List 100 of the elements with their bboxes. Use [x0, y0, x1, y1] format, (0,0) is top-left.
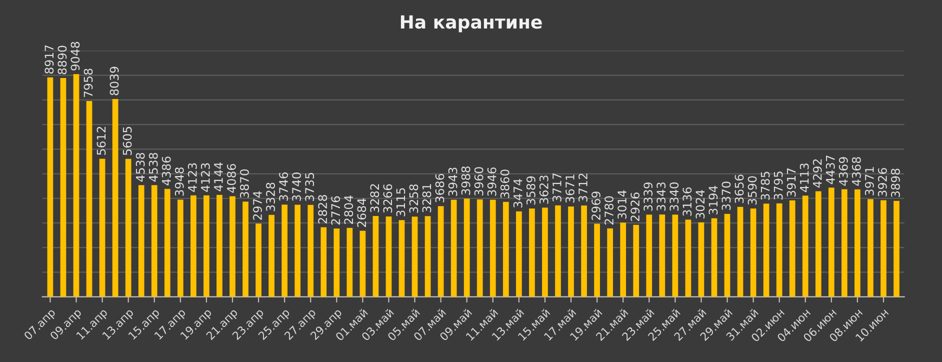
- bar: [594, 224, 600, 297]
- data-label: 4292: [812, 159, 822, 188]
- data-label: 3971: [864, 167, 874, 196]
- bar: [294, 204, 301, 297]
- bar: [86, 100, 92, 297]
- data-label: 8890: [58, 46, 67, 74]
- data-label: 4368: [852, 157, 861, 186]
- data-label: 3686: [435, 174, 444, 202]
- bar: [99, 158, 106, 297]
- data-label: 3988: [461, 166, 470, 195]
- bar: [424, 216, 431, 297]
- data-label: 3258: [409, 184, 418, 213]
- data-label: 2969: [592, 192, 600, 220]
- data-label: 3623: [539, 176, 548, 204]
- bar: [177, 200, 184, 297]
- bar: [868, 199, 874, 297]
- data-label: 2804: [344, 195, 354, 224]
- bar: [750, 208, 756, 297]
- bar: [204, 195, 210, 297]
- bar: [516, 211, 522, 297]
- bar: [47, 77, 54, 297]
- data-label: 3948: [174, 167, 184, 196]
- bar: [854, 189, 860, 297]
- data-label: 2684: [357, 198, 366, 227]
- data-label: 3746: [279, 172, 288, 201]
- bar: [646, 214, 652, 297]
- data-label: 2974: [253, 191, 262, 220]
- data-label: 3960: [474, 167, 484, 196]
- bar: [763, 204, 770, 297]
- data-label: 3281: [422, 184, 432, 212]
- bar: [282, 204, 288, 297]
- bar: [386, 216, 392, 297]
- data-label: 4437: [826, 156, 835, 184]
- data-label: 4113: [800, 164, 809, 192]
- data-label: 3785: [760, 172, 770, 200]
- bar: [242, 202, 248, 297]
- bar: [568, 206, 574, 297]
- data-label: 3340: [670, 182, 679, 211]
- data-label: 3860: [500, 170, 510, 198]
- bar: [620, 222, 626, 297]
- bar: [73, 74, 80, 297]
- data-label: 8039: [110, 66, 119, 96]
- data-label: 5605: [122, 126, 132, 155]
- bar: [151, 185, 158, 297]
- bar: [555, 205, 561, 297]
- data-label: 4123: [200, 163, 210, 192]
- bar: [724, 214, 730, 297]
- bar: [190, 195, 196, 297]
- bar: [490, 200, 496, 297]
- data-label: 3194: [708, 186, 718, 214]
- bar: [360, 230, 366, 297]
- data-label: 3870: [240, 169, 249, 198]
- bar: [529, 208, 535, 297]
- data-label: 4123: [188, 163, 197, 192]
- data-label: 4086: [226, 164, 236, 193]
- data-label: 3328: [266, 182, 275, 212]
- data-label: 3926: [878, 168, 887, 196]
- data-label: 5612: [96, 126, 106, 155]
- data-label: 2926: [630, 192, 640, 221]
- data-label: 3671: [566, 174, 574, 203]
- bar: [789, 200, 796, 297]
- bar: [60, 78, 66, 297]
- data-label: 4538: [136, 152, 145, 182]
- data-label: 3589: [526, 176, 536, 205]
- bar: [112, 98, 118, 297]
- bar: [698, 222, 704, 297]
- bar: [542, 208, 548, 297]
- bar: [346, 228, 353, 297]
- data-label: 3712: [578, 174, 588, 202]
- bar: [842, 189, 848, 297]
- data-label: 7958: [84, 68, 93, 98]
- bar: [633, 224, 640, 297]
- bar: [502, 202, 509, 297]
- data-label: 3474: [513, 178, 522, 208]
- data-label: 3343: [656, 182, 666, 211]
- bar: [880, 200, 886, 297]
- bar: [450, 200, 457, 297]
- bar: [268, 214, 274, 297]
- data-label: 8917: [44, 45, 54, 74]
- bar: [230, 196, 236, 297]
- data-label: 3266: [383, 184, 392, 213]
- bar: [412, 216, 418, 297]
- bar: [659, 214, 666, 297]
- bar: [737, 206, 744, 297]
- chart-title: На карантине: [400, 15, 542, 32]
- bar: [607, 228, 613, 297]
- data-label: 4369: [838, 157, 848, 186]
- bar: [164, 188, 170, 297]
- data-label: 3946: [487, 167, 496, 196]
- data-label: 3590: [748, 176, 757, 205]
- bar: [815, 191, 822, 297]
- data-label: 3656: [734, 174, 744, 203]
- bar: [372, 216, 379, 297]
- data-label: 3795: [774, 171, 783, 200]
- bar: [776, 203, 782, 297]
- data-label: 4386: [162, 156, 171, 186]
- data-label: 9048: [70, 42, 80, 70]
- bar: [125, 158, 132, 297]
- bar: [894, 200, 900, 297]
- data-label: 3024: [696, 190, 705, 219]
